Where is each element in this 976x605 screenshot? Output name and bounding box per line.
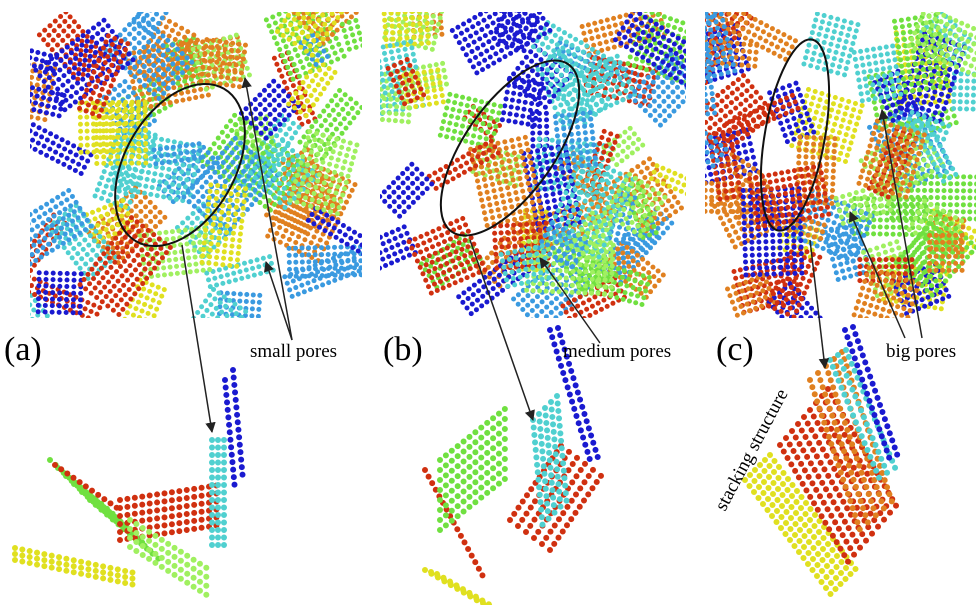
rod [285, 247, 361, 249]
rod [59, 273, 60, 316]
rod [285, 261, 361, 263]
rod [954, 95, 976, 96]
rod [437, 574, 497, 605]
rod [225, 380, 235, 490]
rod [221, 293, 262, 296]
rod [954, 109, 976, 110]
rod [391, 13, 394, 48]
rod [852, 322, 904, 339]
rod [220, 300, 261, 303]
rod [218, 335, 259, 338]
rod [66, 274, 67, 317]
panel-label: (c) [716, 331, 754, 368]
rod [954, 88, 976, 89]
rod [892, 204, 976, 205]
rod [532, 114, 533, 148]
rod [686, 16, 702, 84]
rod [505, 106, 540, 112]
rod [376, 119, 413, 122]
annotation: big pores [886, 341, 956, 362]
rod [954, 81, 976, 82]
panel-image [0, 0, 375, 351]
rod [125, 319, 153, 330]
rod [439, 2, 443, 40]
rod [844, 25, 858, 77]
rod [38, 273, 39, 316]
rod [103, 105, 104, 169]
rod [96, 105, 97, 169]
rod [686, 51, 694, 116]
rod [432, 0, 448, 52]
rod [219, 321, 260, 324]
rod [122, 326, 150, 337]
rod [954, 102, 976, 103]
rod [293, 0, 347, 14]
rod [743, 190, 746, 278]
rod [52, 273, 53, 316]
rod [384, 14, 387, 49]
rod [285, 254, 361, 256]
arrow [266, 262, 292, 340]
rod [120, 485, 220, 500]
panel-image [643, 0, 976, 362]
rod [45, 273, 46, 316]
rod [18, 215, 53, 263]
rod [73, 274, 74, 317]
rod [785, 288, 837, 347]
rod [688, 59, 700, 89]
rod [285, 268, 361, 270]
rod [15, 548, 135, 573]
rod [285, 275, 361, 277]
figure: (a) small pores (b) medium pores (c) big… [0, 0, 976, 605]
rod [127, 313, 155, 324]
rod [80, 274, 81, 317]
rod [283, 0, 337, 4]
rod [219, 328, 260, 331]
annotation: small pores [250, 341, 337, 362]
annotation: medium pores [563, 341, 671, 362]
rod [539, 114, 540, 148]
rod [120, 332, 148, 343]
rod [692, 50, 700, 115]
rod [694, 62, 706, 92]
panel-label: (b) [383, 331, 423, 368]
rod [450, 94, 504, 107]
rod [377, 112, 414, 115]
panel-label: (a) [4, 331, 42, 368]
rod [288, 0, 342, 9]
rod [110, 105, 111, 169]
arrow [810, 240, 825, 368]
rod [194, 318, 229, 342]
panel-image [334, 0, 723, 331]
rod [546, 113, 547, 147]
